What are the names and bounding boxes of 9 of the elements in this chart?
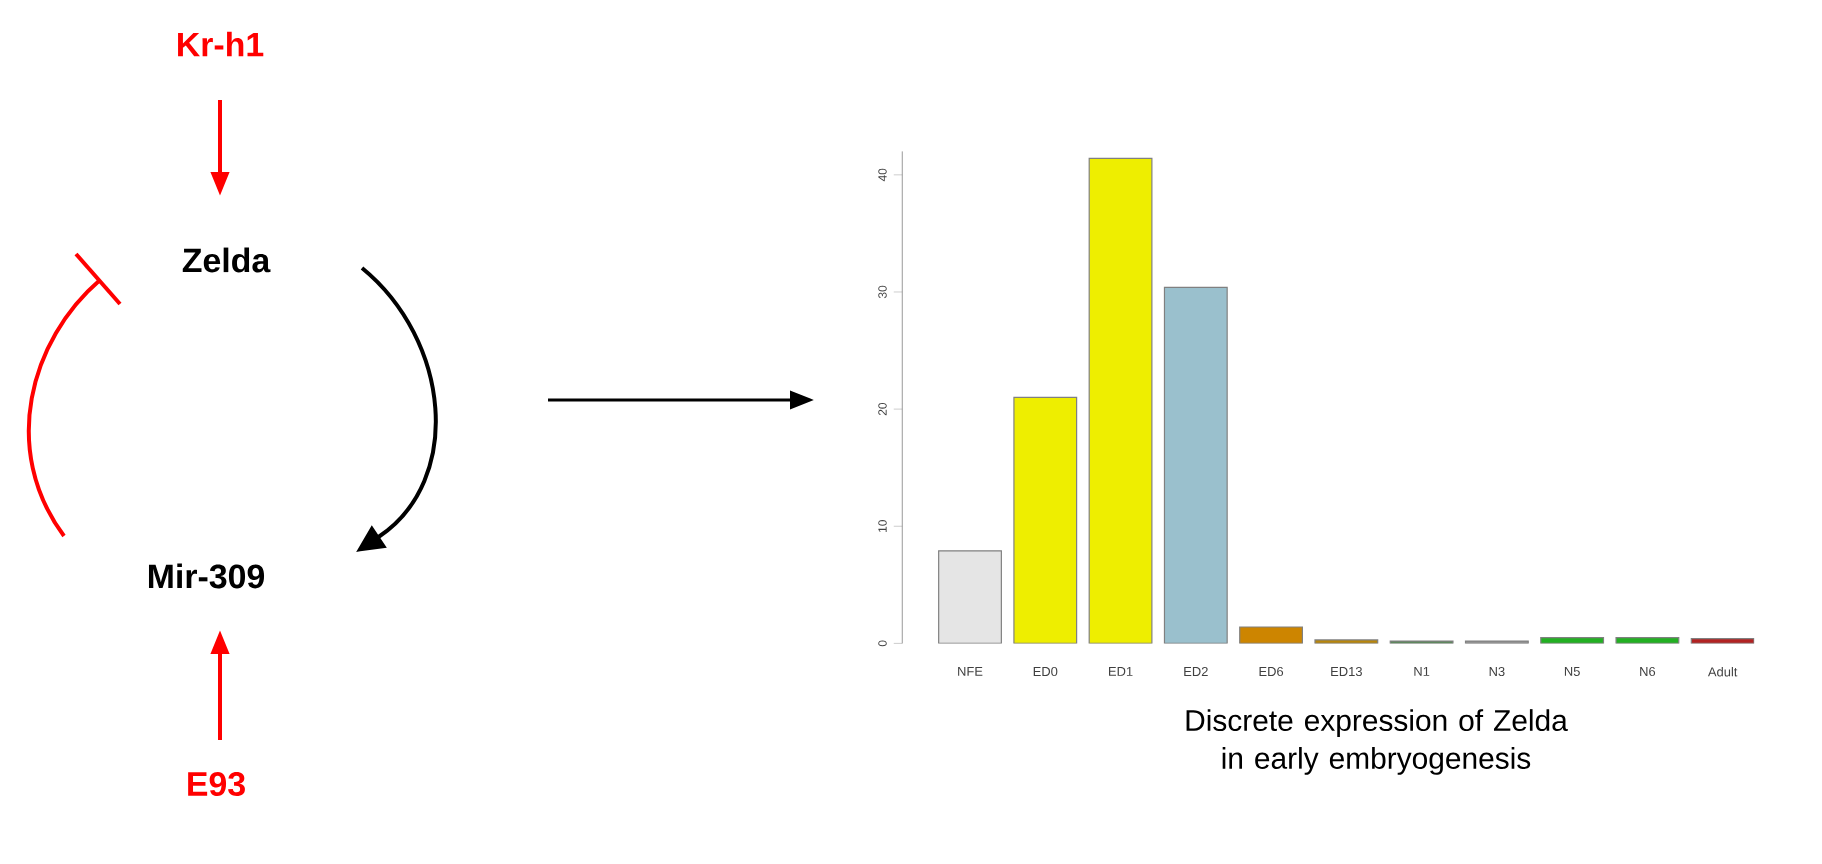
bar xyxy=(1239,626,1304,644)
bar xyxy=(1690,638,1755,644)
text: Discrete expression of Zelda in early embryogenesis xyxy=(1186,709,1568,775)
text: E93 xyxy=(188,771,245,797)
bar xyxy=(938,550,1002,644)
bar xyxy=(1013,396,1078,644)
text: Zelda xyxy=(182,247,271,273)
text: Kr-h1 xyxy=(178,31,264,57)
text: Mir-309 xyxy=(148,563,265,589)
